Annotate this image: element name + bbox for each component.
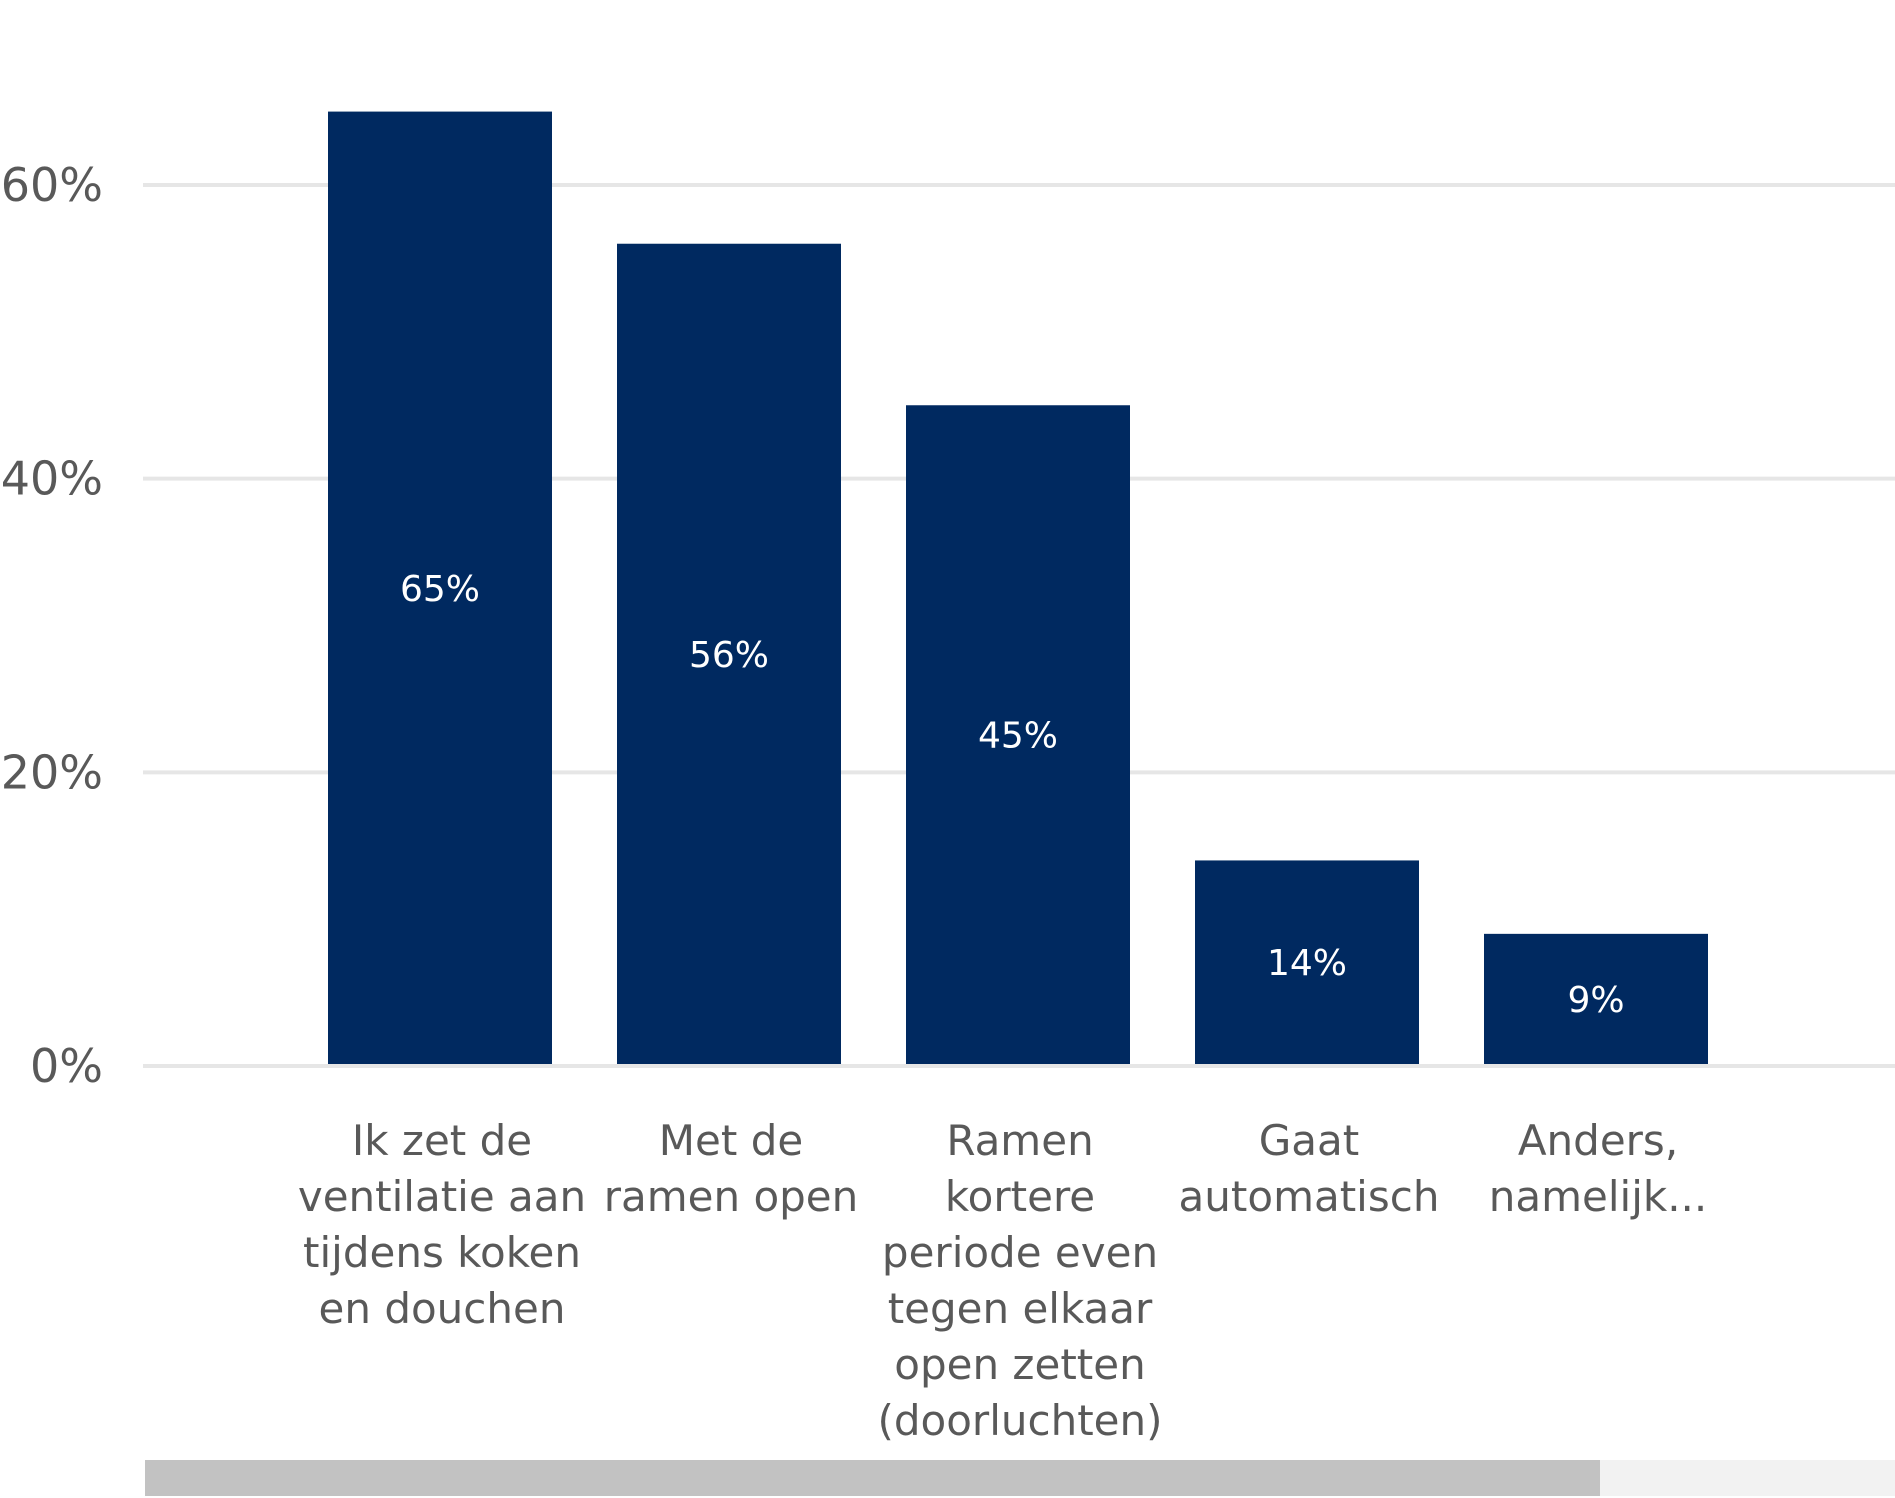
y-tick-label: 40% [1, 452, 103, 506]
data-label: 45% [978, 716, 1058, 757]
category-label: Ramen kortere periode even tegen elkaar open… [877, 1116, 1162, 1445]
category-label-line: ventilatie aan [298, 1172, 586, 1221]
category-label-line: kortere [945, 1172, 1095, 1221]
data-label: 14% [1267, 943, 1347, 984]
category-label-line: Anders, [1518, 1116, 1678, 1165]
category-label-line: tegen elkaar [888, 1284, 1153, 1333]
category-label: Gaat automatisch [1179, 1116, 1440, 1221]
category-label-line: (doorluchten) [877, 1396, 1162, 1445]
y-tick-label: 20% [1, 745, 103, 799]
horizontal-scrollbar-thumb[interactable] [145, 1460, 1600, 1496]
y-tick-label: 0% [30, 1039, 103, 1093]
category-label-line: namelijk... [1489, 1172, 1708, 1221]
bar [1484, 933, 1708, 1064]
category-label-line: ramen open [604, 1172, 859, 1221]
category-label-line: periode even [882, 1228, 1158, 1277]
bar [1195, 860, 1419, 1064]
category-label-line: automatisch [1179, 1172, 1440, 1221]
data-label: 65% [400, 569, 480, 610]
category-label-line: open zetten [894, 1340, 1145, 1389]
data-label: 9% [1567, 980, 1624, 1021]
bar [906, 405, 1130, 1064]
category-label-line: Ik zet de [352, 1116, 532, 1165]
category-label-line: en douchen [319, 1284, 566, 1333]
category-label-line: tijdens koken [303, 1228, 581, 1277]
category-label: Met de ramen open [604, 1116, 859, 1221]
bar [617, 243, 841, 1064]
category-label: Ik zet de ventilatie aan tijdens koken en d… [298, 1116, 586, 1333]
category-label-line: Met de [659, 1116, 803, 1165]
bar-chart: 0% 20% 40% 60% 65% Ik zet de ventilatie aan tij… [1, 111, 1895, 1445]
bar [328, 111, 552, 1065]
category-label: Anders, namelijk... [1489, 1116, 1708, 1221]
data-label: 56% [689, 635, 769, 676]
y-tick-label: 60% [1, 158, 103, 212]
category-label-line: Ramen [946, 1116, 1093, 1165]
category-label-line: Gaat [1259, 1116, 1360, 1165]
